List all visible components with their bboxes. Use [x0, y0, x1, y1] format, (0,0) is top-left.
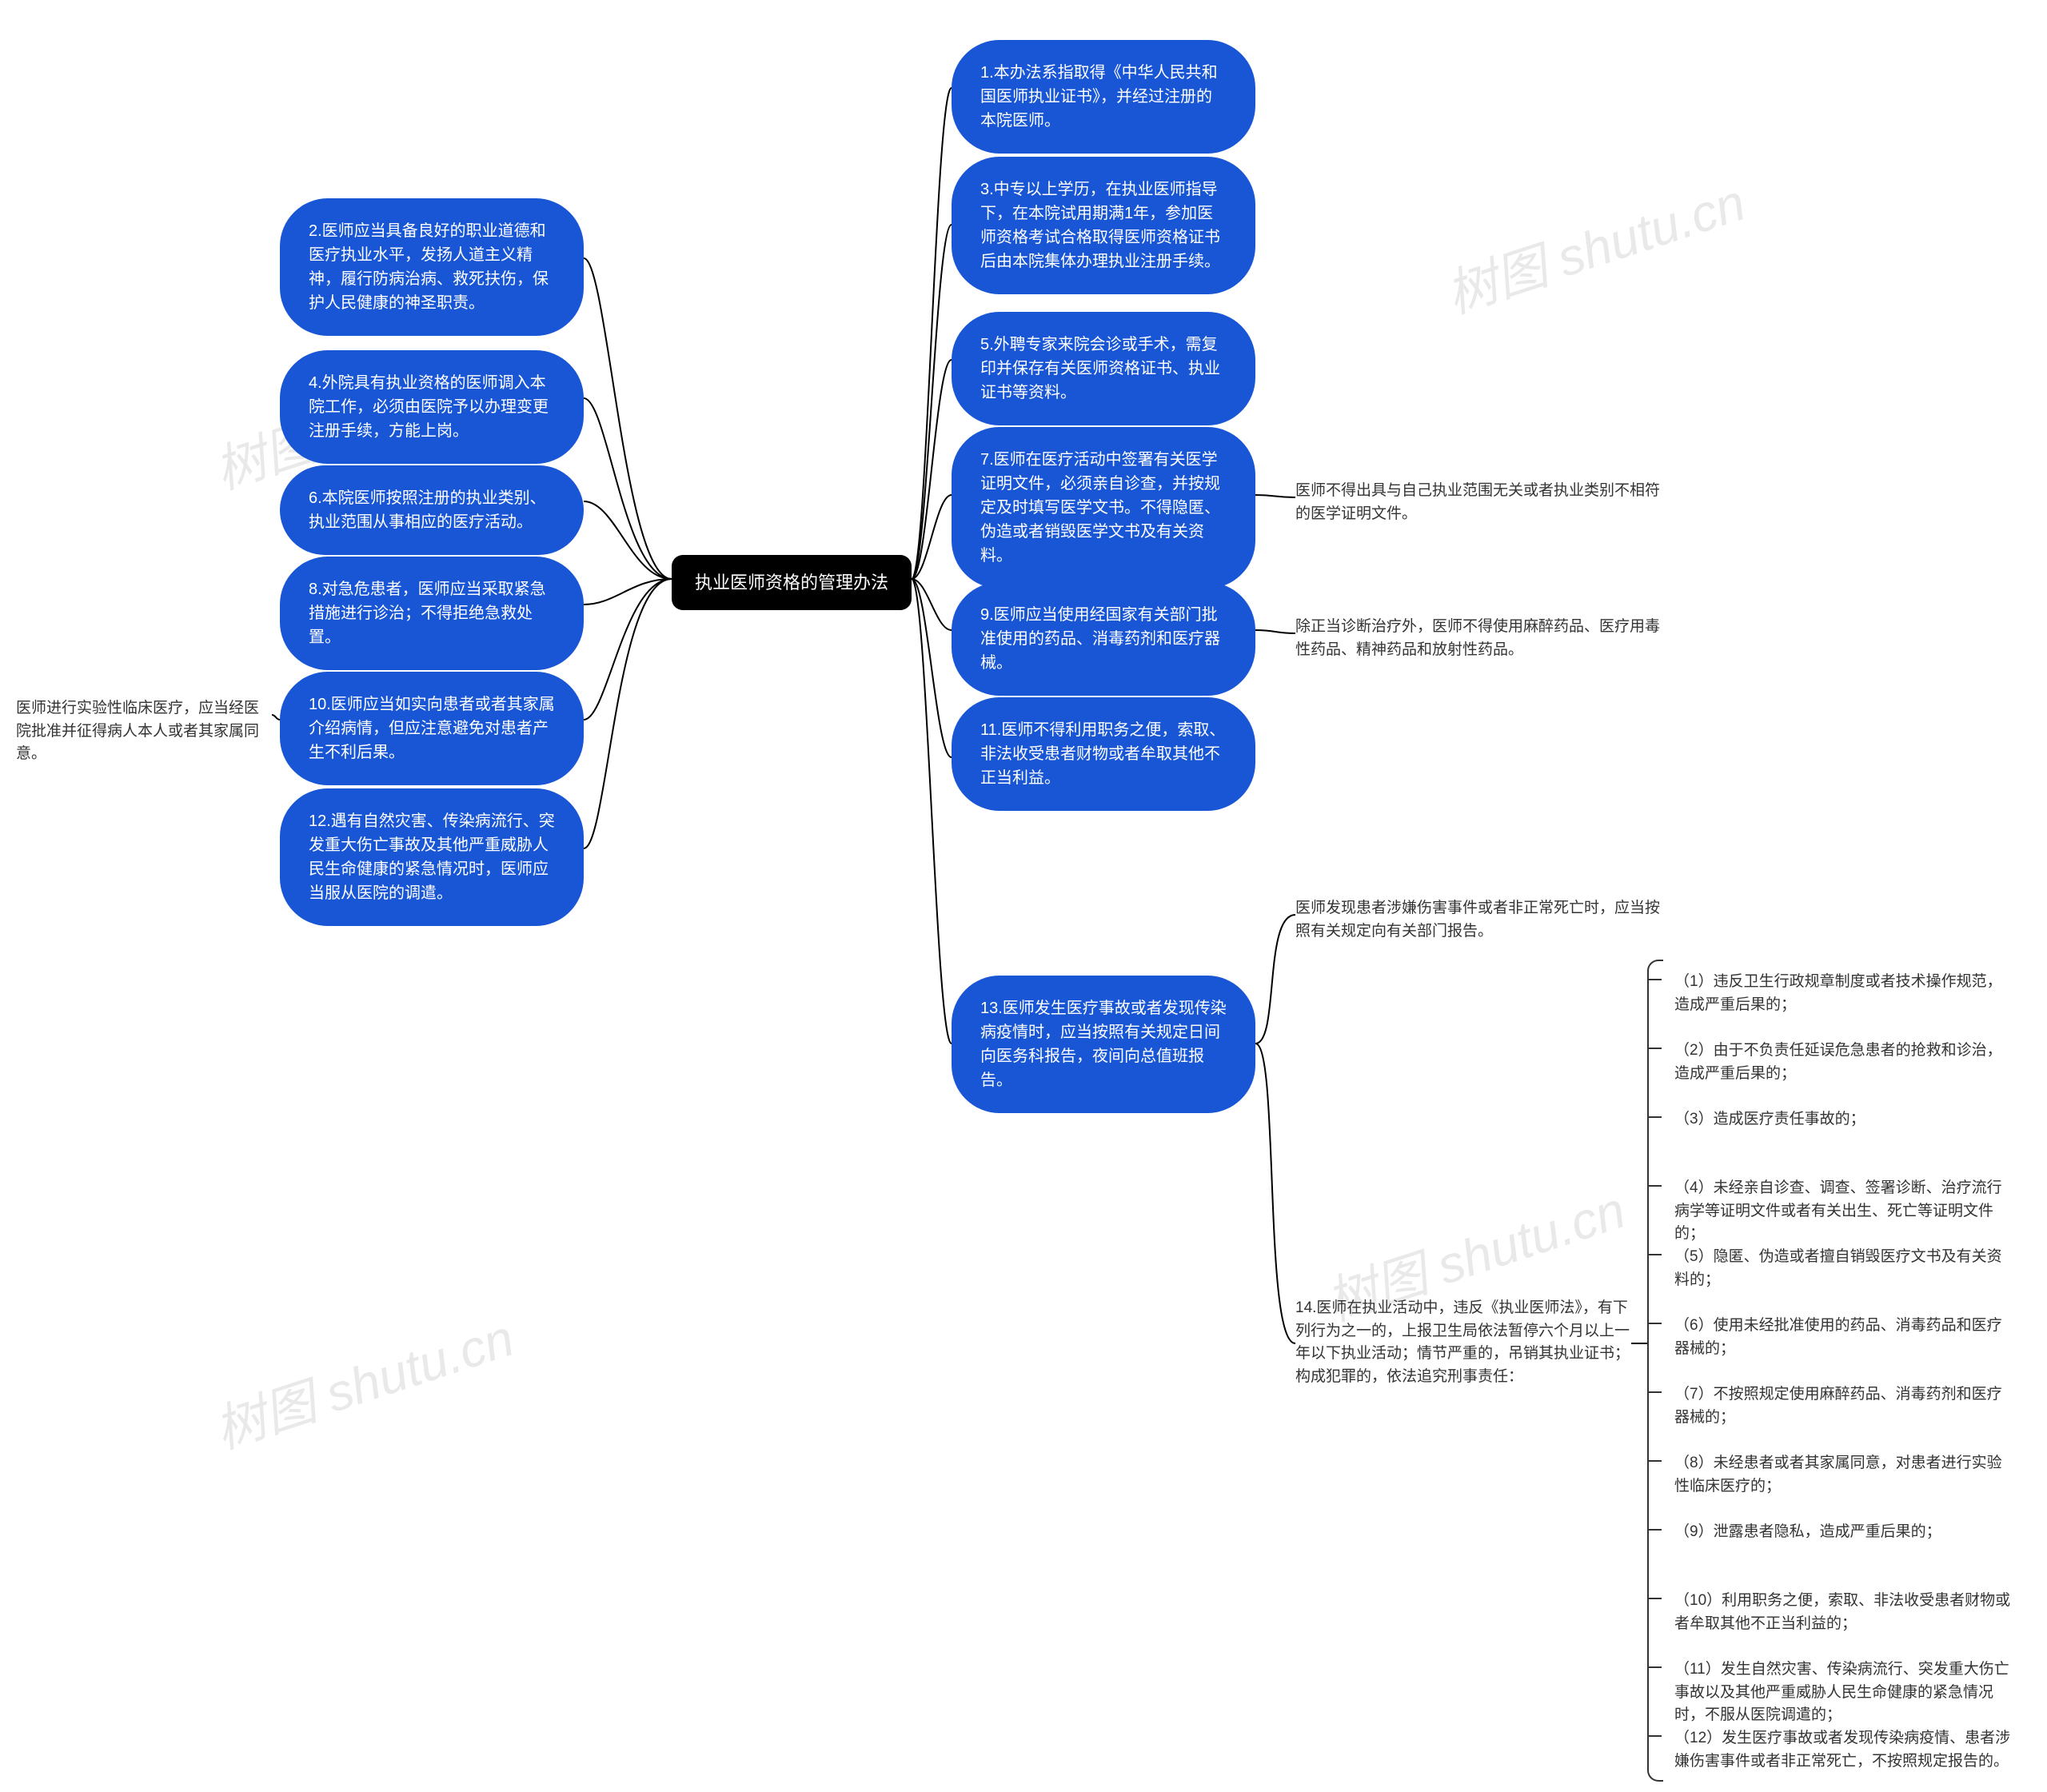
node-14-item: （6）使用未经批准使用的药品、消毒药品和医疗器械的； — [1663, 1311, 2015, 1363]
bracket-stub — [1647, 1254, 1662, 1255]
bracket-stub — [1647, 1460, 1662, 1462]
node-10-leaf: 医师进行实验性临床医疗，应当经医院批准并征得病人本人或者其家属同意。 — [16, 696, 272, 768]
bracket-stub — [1647, 1529, 1662, 1531]
watermark: 树图 shutu.cn — [204, 1297, 521, 1463]
watermark: 树图 shutu.cn — [1435, 162, 1753, 327]
node-14-item: （2）由于不负责任延误危急患者的抢救和诊治，造成严重后果的； — [1663, 1036, 2015, 1088]
mindmap-root: 执业医师资格的管理办法 — [672, 555, 912, 610]
node-9: 9.医师应当使用经国家有关部门批准使用的药品、消毒药剂和医疗器械。 — [952, 582, 1255, 696]
node-14-item: （8）未经患者或者其家属同意，对患者进行实验性临床医疗的； — [1663, 1449, 2015, 1501]
node-14-header: 14.医师在执业活动中，违反《执业医师法》，有下列行为之一的，上报卫生局依法暂停… — [1295, 1295, 1631, 1390]
node-5: 5.外聘专家来院会诊或手术，需复印并保存有关医师资格证书、执业证书等资料。 — [952, 312, 1255, 425]
bracket-stub — [1647, 1185, 1662, 1187]
node-4: 4.外院具有执业资格的医师调入本院工作，必须由医院予以办理变更注册手续，方能上岗… — [280, 350, 584, 464]
bracket-stub — [1647, 1391, 1662, 1393]
node-7: 7.医师在医疗活动中签署有关医学证明文件，必须亲自诊查，并按规定及时填写医学文书… — [952, 427, 1255, 589]
node-13: 13.医师发生医疗事故或者发现传染病疫情时，应当按照有关规定日间向医务科报告，夜… — [952, 976, 1255, 1113]
node-12: 12.遇有自然灾害、传染病流行、突发重大伤亡事故及其他严重威胁人民生命健康的紧急… — [280, 788, 584, 926]
bracket-stub — [1647, 1116, 1662, 1118]
node-3: 3.中专以上学历，在执业医师指导下，在本院试用期满1年，参加医师资格考试合格取得… — [952, 157, 1255, 294]
node-7-leaf: 医师不得出具与自己执业范围无关或者执业类别不相符的医学证明文件。 — [1295, 478, 1663, 527]
node-11: 11.医师不得利用职务之便，索取、非法收受患者财物或者牟取其他不正当利益。 — [952, 697, 1255, 811]
node-2: 2.医师应当具备良好的职业道德和医疗执业水平，发扬人道主义精神，履行防病治病、救… — [280, 198, 584, 336]
node-14-item: （11）发生自然灾害、传染病流行、突发重大伤亡事故以及其他严重威胁人民生命健康的… — [1663, 1655, 2015, 1730]
node-14-item: （5）隐匿、伪造或者擅自销毁医疗文书及有关资料的； — [1663, 1243, 2015, 1295]
node-10: 10.医师应当如实向患者或者其家属介绍病情，但应注意避免对患者产生不利后果。 — [280, 672, 584, 785]
node-14-item: （12）发生医疗事故或者发现传染病疫情、患者涉嫌伤害事件或者非正常死亡，不按照规… — [1663, 1724, 2015, 1776]
node-13-leaf: 医师发现患者涉嫌伤害事件或者非正常死亡时，应当按照有关规定向有关部门报告。 — [1295, 896, 1663, 944]
node-14-item: （10）利用职务之便，索取、非法收受患者财物或者牟取其他不正当利益的； — [1663, 1586, 2015, 1638]
bracket-stub — [1647, 1735, 1662, 1737]
node-14-item: （3）造成医疗责任事故的； — [1663, 1105, 2015, 1135]
bracket-stub — [1647, 979, 1662, 980]
bracket-stub — [1647, 1666, 1662, 1668]
node-14-item: （7）不按照规定使用麻醉药品、消毒药剂和医疗器械的； — [1663, 1380, 2015, 1432]
node-6: 6.本院医师按照注册的执业类别、执业范围从事相应的医疗活动。 — [280, 465, 584, 555]
node-14-item: （4）未经亲自诊查、调查、签署诊断、治疗流行病学等证明文件或者有关出生、死亡等证… — [1663, 1174, 2015, 1249]
node-8: 8.对急危患者，医师应当采取紧急措施进行诊治；不得拒绝急救处置。 — [280, 557, 584, 670]
bracket-stub — [1647, 1598, 1662, 1599]
node-1: 1.本办法系指取得《中华人民共和国医师执业证书》，并经过注册的本院医师。 — [952, 40, 1255, 154]
node-14-item: （1）违反卫生行政规章制度或者技术操作规范，造成严重后果的； — [1663, 968, 2015, 1020]
bracket-14 — [1647, 960, 1663, 1782]
node-14-item: （9）泄露患者隐私，造成严重后果的； — [1663, 1518, 2015, 1547]
bracket-stub — [1647, 1048, 1662, 1049]
bracket-stub — [1647, 1323, 1662, 1324]
node-9-leaf: 除正当诊断治疗外，医师不得使用麻醉药品、医疗用毒性药品、精神药品和放射性药品。 — [1295, 614, 1663, 663]
